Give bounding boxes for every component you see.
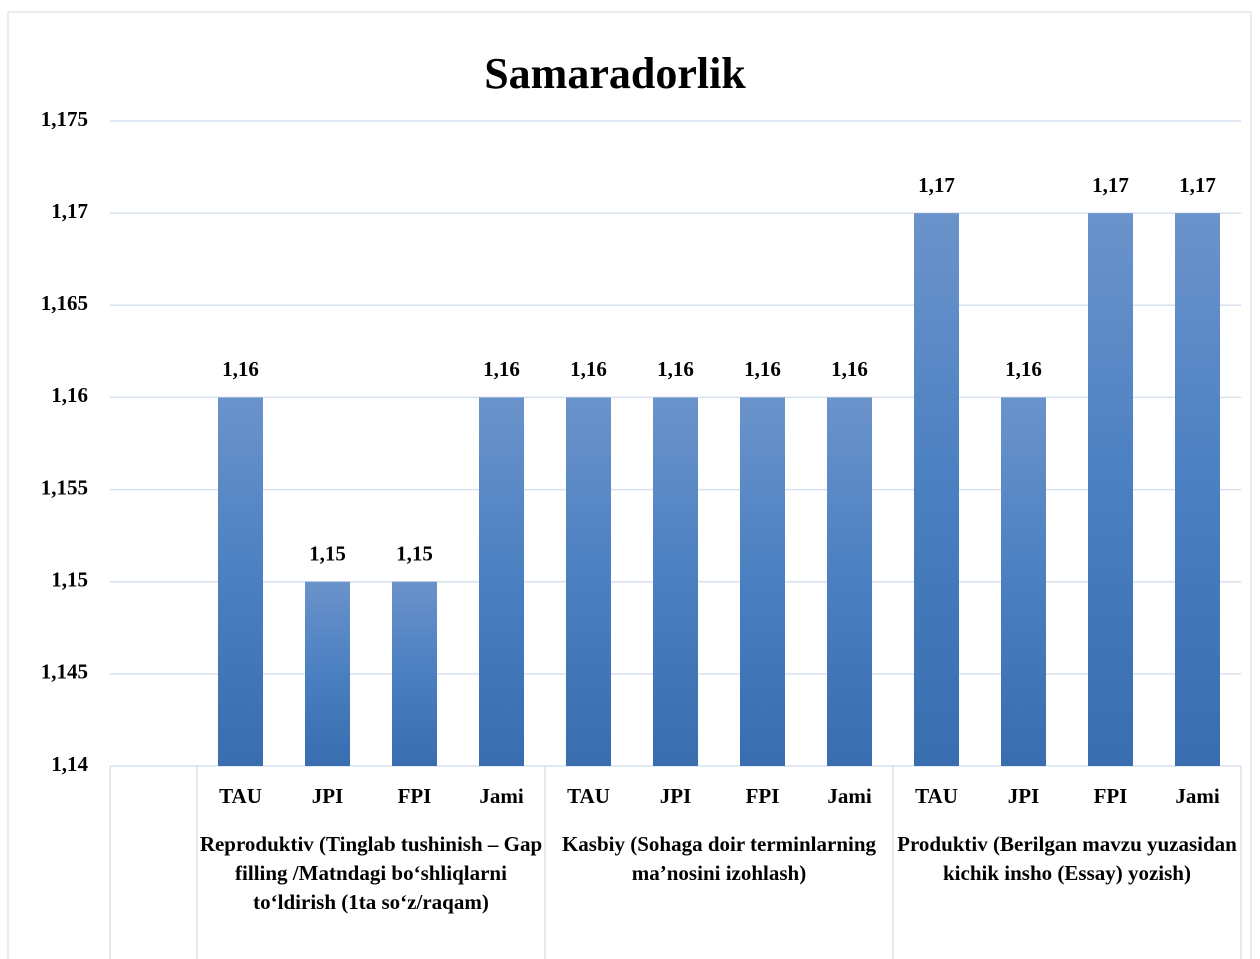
data-label: 1,16 bbox=[831, 357, 868, 381]
y-tick-label: 1,165 bbox=[41, 291, 88, 315]
data-label: 1,17 bbox=[918, 173, 955, 197]
bar bbox=[827, 397, 872, 766]
x-tick-label: JPI bbox=[660, 784, 692, 808]
y-tick-label: 1,17 bbox=[51, 199, 88, 223]
x-tick-label: Jami bbox=[479, 784, 523, 808]
data-label: 1,15 bbox=[309, 542, 346, 566]
data-label: 1,16 bbox=[657, 357, 694, 381]
data-label: 1,17 bbox=[1179, 173, 1216, 197]
x-tick-label: FPI bbox=[1094, 784, 1128, 808]
x-tick-label: FPI bbox=[746, 784, 780, 808]
data-label: 1,16 bbox=[1005, 357, 1042, 381]
y-tick-label: 1,175 bbox=[41, 107, 88, 131]
x-tick-label: TAU bbox=[567, 784, 610, 808]
chart-frame bbox=[7, 11, 1252, 959]
data-label: 1,16 bbox=[483, 357, 520, 381]
group-label: Kasbiy (Sohaga doir terminlarning ma’nos… bbox=[561, 832, 877, 885]
chart-title: Samaradorlik bbox=[484, 49, 746, 98]
group-label: Produktiv (Berilgan mavzu yuzasidan kich… bbox=[897, 832, 1237, 885]
bar bbox=[305, 581, 350, 766]
y-tick-label: 1,16 bbox=[51, 383, 88, 407]
x-tick-label: Jami bbox=[1175, 784, 1219, 808]
x-tick-label: TAU bbox=[219, 784, 262, 808]
bar bbox=[479, 397, 524, 766]
x-tick-label: Jami bbox=[827, 784, 871, 808]
x-tick-label: JPI bbox=[312, 784, 344, 808]
x-tick-label: FPI bbox=[398, 784, 432, 808]
group-label: Reproduktiv (Tinglab tushinish – Gap fil… bbox=[199, 832, 543, 914]
data-label: 1,15 bbox=[396, 542, 433, 566]
y-tick-label: 1,15 bbox=[51, 568, 88, 592]
data-label: 1,16 bbox=[222, 357, 259, 381]
bar bbox=[1001, 397, 1046, 766]
bar bbox=[653, 397, 698, 766]
x-tick-label: JPI bbox=[1008, 784, 1040, 808]
bar bbox=[1088, 213, 1133, 767]
bar bbox=[392, 581, 437, 766]
y-tick-label: 1,155 bbox=[41, 475, 88, 499]
bar bbox=[914, 213, 959, 767]
bar bbox=[740, 397, 785, 766]
data-label: 1,17 bbox=[1092, 173, 1129, 197]
data-label: 1,16 bbox=[570, 357, 607, 381]
data-label: 1,16 bbox=[744, 357, 781, 381]
x-tick-label: TAU bbox=[915, 784, 958, 808]
bar bbox=[218, 397, 263, 766]
y-tick-label: 1,14 bbox=[51, 752, 88, 776]
bar bbox=[1175, 213, 1220, 767]
bar bbox=[566, 397, 611, 766]
y-tick-label: 1,145 bbox=[41, 660, 88, 684]
